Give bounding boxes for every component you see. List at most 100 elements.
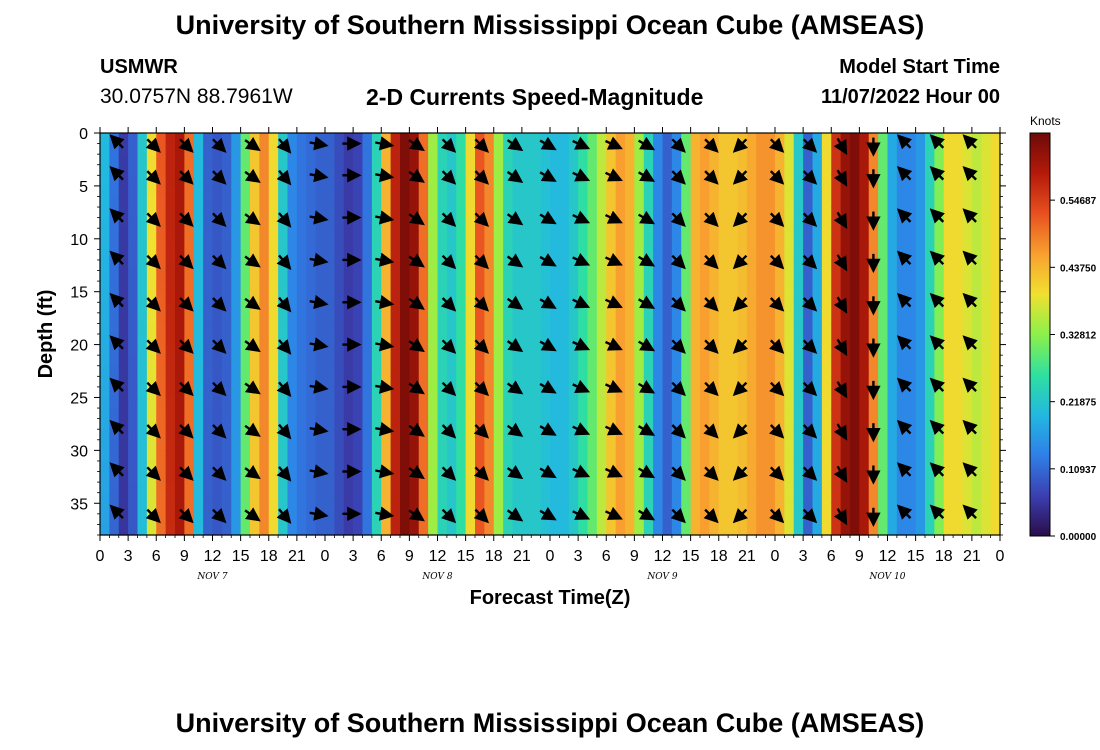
heatmap-cell (962, 386, 973, 399)
heatmap-cell (259, 154, 270, 166)
heatmap-cell (531, 355, 542, 367)
current-vector-arrow (769, 507, 785, 524)
heatmap-cell (306, 207, 317, 219)
heatmap-cell (925, 365, 935, 377)
heatmap-cell (634, 365, 645, 377)
heatmap-cell (203, 492, 214, 504)
heatmap-cell (456, 196, 467, 208)
heatmap-cell (915, 217, 926, 229)
heatmap-cell (418, 312, 429, 325)
heatmap-cell (756, 259, 767, 272)
heatmap-cell (118, 154, 129, 166)
heatmap-cell (521, 207, 532, 219)
heatmap-cell (456, 217, 467, 229)
heatmap-cell (446, 355, 457, 367)
heatmap-cell (831, 259, 842, 272)
heatmap-cell (981, 228, 992, 240)
heatmap-cell (193, 312, 204, 325)
heatmap-cell (268, 365, 279, 377)
heatmap-cell (953, 513, 964, 526)
heatmap-cell (943, 185, 954, 198)
heatmap-cell (906, 281, 917, 293)
heatmap-cell (990, 249, 1001, 261)
heatmap-cell (278, 365, 289, 377)
heatmap-cell (887, 196, 898, 208)
heatmap-cell (821, 524, 832, 536)
heatmap-cell (259, 460, 270, 473)
heatmap-cell (681, 408, 692, 420)
heatmap-cell (446, 397, 457, 409)
heatmap-cell (353, 524, 364, 536)
heatmap-cell (568, 397, 579, 409)
heatmap-cell (240, 386, 251, 399)
heatmap-cell (596, 228, 607, 240)
heatmap-cell (343, 471, 354, 483)
heatmap-cell (203, 259, 214, 272)
heatmap-cell (315, 154, 326, 166)
heatmap-cell (962, 492, 973, 504)
heatmap-cell (784, 386, 795, 399)
heatmap-cell (231, 334, 242, 346)
heatmap-cell (465, 386, 476, 399)
heatmap-cell (137, 312, 148, 325)
heatmap-cell (306, 196, 317, 208)
current-vector-arrow (244, 136, 261, 152)
heatmap-cell (184, 207, 195, 219)
current-vector-arrow (178, 137, 194, 153)
current-vector-arrow (896, 134, 913, 150)
heatmap-cell (484, 376, 495, 388)
heatmap-cell (278, 281, 289, 293)
heatmap-cell (606, 397, 617, 409)
heatmap-cell (287, 460, 298, 473)
heatmap-cell (446, 281, 457, 293)
heatmap-cell (512, 492, 523, 504)
heatmap-cell (990, 408, 1001, 420)
heatmap-cell (925, 133, 935, 145)
heatmap-cell (512, 365, 523, 377)
heatmap-cell (981, 323, 992, 335)
heatmap-cell (512, 503, 523, 515)
heatmap-cell (756, 376, 767, 388)
heatmap-cell (550, 302, 560, 314)
heatmap-cell (859, 344, 870, 356)
heatmap-cell (156, 344, 167, 356)
heatmap-cell (953, 492, 964, 504)
heatmap-cell (446, 164, 457, 176)
heatmap-cell (606, 154, 617, 166)
heatmap-cell (850, 238, 860, 250)
heatmap-cell (587, 196, 598, 208)
heatmap-cell (587, 355, 598, 367)
heatmap-cell (475, 365, 485, 377)
heatmap-cell (456, 482, 467, 494)
heatmap-cell (362, 524, 373, 536)
heatmap-cell (962, 259, 973, 272)
x-tick-label: 3 (799, 548, 808, 565)
heatmap-cell (343, 196, 354, 208)
heatmap-cell (259, 365, 270, 377)
heatmap-cell (240, 524, 251, 536)
heatmap-cell (784, 376, 795, 388)
heatmap-cell (925, 270, 935, 282)
heatmap-cell (746, 439, 757, 451)
heatmap-cell (559, 249, 570, 261)
current-vector-arrow (572, 295, 591, 309)
heatmap-cell (353, 482, 364, 494)
heatmap-cell (990, 164, 1001, 176)
heatmap-cell (868, 312, 879, 325)
heatmap-cell (765, 524, 776, 536)
heatmap-cell (840, 334, 851, 346)
heatmap-cell (156, 291, 167, 303)
heatmap-cell (953, 259, 964, 272)
heatmap-cell (737, 185, 748, 198)
heatmap-cell (728, 185, 739, 198)
heatmap-cell (765, 185, 776, 198)
heatmap-cell (765, 355, 776, 367)
heatmap-cell (962, 429, 973, 441)
current-vector-arrow (604, 337, 623, 351)
x-tick-label: 6 (152, 548, 161, 565)
heatmap-cell (821, 408, 832, 420)
heatmap-cell (831, 376, 842, 388)
heatmap-cell (512, 482, 523, 494)
heatmap-cell (653, 270, 664, 282)
heatmap-cell (681, 238, 692, 250)
